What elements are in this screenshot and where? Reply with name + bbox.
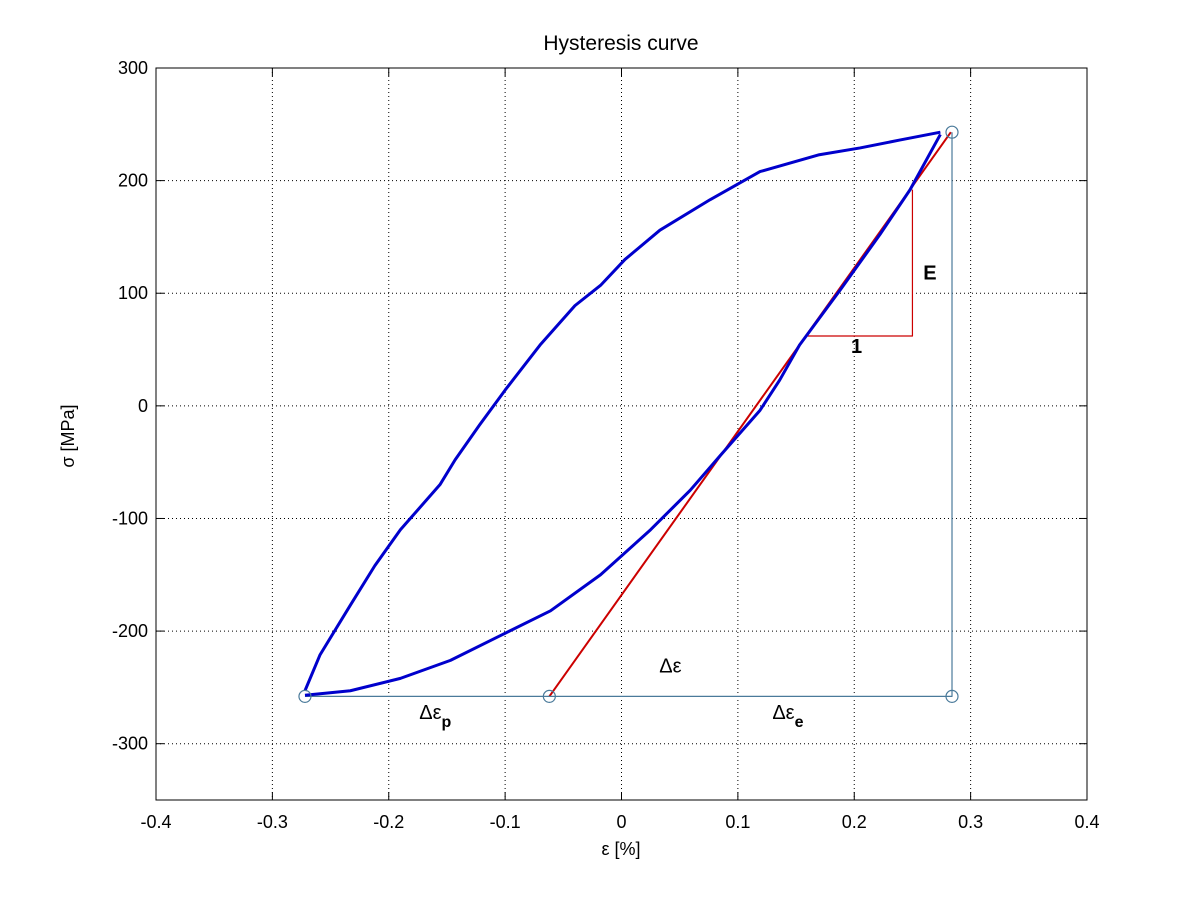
- annotation: E: [923, 263, 936, 285]
- annotation-text: Δε: [772, 702, 794, 724]
- y-tick-label: 200: [118, 171, 148, 191]
- annotation-text: Δε: [419, 702, 441, 724]
- x-tick-label: -0.1: [490, 812, 521, 832]
- annotation: Δεp: [419, 702, 451, 731]
- annotation-subscript: p: [442, 714, 452, 731]
- annotation-subscript: e: [795, 714, 804, 731]
- y-tick-label: -300: [112, 734, 148, 754]
- x-tick-label: -0.4: [140, 812, 171, 832]
- annotation: 1: [851, 336, 862, 358]
- x-tick-label: 0.1: [725, 812, 750, 832]
- guide-line: [304, 132, 953, 697]
- annotation: Δε: [659, 656, 681, 678]
- x-tick-label: -0.3: [257, 812, 288, 832]
- y-tick-label: 300: [118, 58, 148, 78]
- marker: [298, 689, 312, 703]
- annotation: Δεe: [772, 702, 803, 731]
- x-tick-label: 0: [616, 812, 626, 832]
- x-tick-label: 0.2: [842, 812, 867, 832]
- y-tick-label: 100: [118, 283, 148, 303]
- marker: [945, 689, 959, 703]
- annotation-text: Δε: [659, 656, 681, 678]
- x-tick-label: 0.4: [1074, 812, 1099, 832]
- chart-title: Hysteresis curve: [543, 32, 698, 55]
- plot-frame: [155, 67, 1088, 801]
- y-tick-label: 0: [138, 396, 148, 416]
- marker: [542, 689, 556, 703]
- data-line: [304, 133, 942, 697]
- x-tick-label: 0.3: [958, 812, 983, 832]
- y-tick-label: -100: [112, 508, 148, 528]
- y-tick-label: -200: [112, 621, 148, 641]
- annotation-text: E: [923, 263, 936, 285]
- data-line: [303, 130, 941, 692]
- marker: [945, 125, 959, 139]
- x-axis-label: ε [%]: [601, 839, 640, 859]
- y-axis-label: σ [MPa]: [58, 404, 78, 467]
- x-tick-label: -0.2: [373, 812, 404, 832]
- annotation-text: 1: [851, 336, 862, 358]
- guide-line: [807, 189, 914, 337]
